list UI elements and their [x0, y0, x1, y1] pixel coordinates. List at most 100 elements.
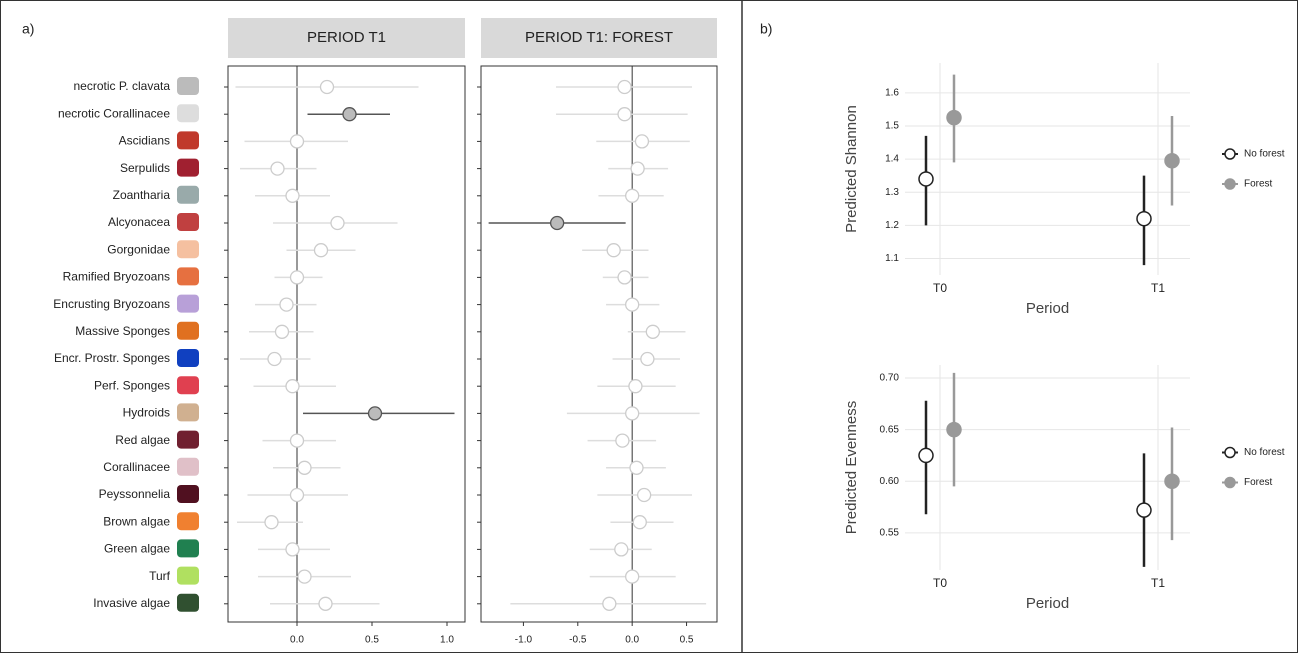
estimate-point	[625, 188, 640, 203]
y-tick-label: 1.6	[885, 87, 899, 98]
category-icon	[177, 349, 199, 367]
category-icon	[177, 376, 199, 395]
estimate-point	[632, 515, 647, 530]
estimate-point	[617, 79, 632, 95]
y-tick-label: 0.60	[880, 476, 900, 487]
x-tick-label: T0	[933, 281, 947, 295]
legend-label: Forest	[1244, 179, 1273, 190]
legend-label: No forest	[1244, 149, 1285, 160]
estimate-point	[289, 487, 305, 503]
y-tick-label: 1.1	[885, 253, 899, 264]
estimate-point	[367, 406, 383, 421]
estimate-point	[285, 542, 300, 557]
legend-key	[1224, 148, 1236, 160]
category-icon	[177, 403, 199, 422]
category-icon	[177, 321, 199, 340]
category-label: Invasive algae	[93, 596, 170, 610]
x-tick-label: 0.5	[365, 635, 379, 646]
x-tick-label: -0.5	[569, 635, 587, 646]
estimate-point	[634, 134, 650, 149]
point	[946, 109, 962, 126]
category-label: Peyssonnelia	[99, 487, 171, 501]
estimate-point	[625, 297, 640, 312]
category-icon	[177, 566, 199, 585]
estimate-point	[602, 596, 617, 611]
x-axis-title: Period	[1026, 300, 1069, 317]
legend-key	[1224, 476, 1236, 489]
category-icon	[177, 77, 199, 95]
category-icon	[177, 158, 199, 177]
point	[1164, 473, 1180, 489]
x-tick-label: T1	[1151, 281, 1165, 295]
estimate-point	[267, 351, 282, 367]
point	[918, 447, 934, 464]
estimate-point	[285, 188, 300, 203]
category-label: Encrusting Bryozoans	[53, 297, 170, 311]
estimate-point	[645, 324, 660, 339]
x-axis-title: Period	[1026, 595, 1069, 612]
category-icon	[177, 104, 199, 123]
y-tick-label: 0.70	[880, 373, 900, 384]
estimate-point	[297, 460, 312, 475]
category-label: necrotic P. clavata	[74, 79, 171, 93]
category-icon	[177, 430, 199, 449]
category-icon	[177, 512, 199, 531]
facet-frame	[227, 65, 466, 623]
y-axis-title: Predicted Evenness	[843, 401, 860, 534]
y-tick-label: 1.2	[885, 220, 899, 231]
category-icon	[177, 131, 199, 150]
category-label: Brown algae	[103, 514, 170, 528]
y-tick-label: 0.55	[880, 527, 900, 538]
estimate-point	[270, 161, 285, 176]
facet-frame	[480, 65, 718, 623]
panel-label: b)	[760, 21, 772, 37]
estimate-point	[318, 596, 333, 611]
y-axis-title: Predicted Shannon	[843, 105, 860, 233]
category-label: Hydroids	[123, 406, 170, 420]
estimate-point	[264, 515, 279, 530]
estimate-point	[636, 487, 652, 503]
facet-title: PERIOD T1: FOREST	[525, 29, 673, 46]
estimate-point	[274, 324, 290, 339]
point	[1136, 502, 1152, 518]
x-tick-label: T0	[933, 576, 947, 590]
estimate-point	[549, 215, 565, 231]
point	[1164, 152, 1180, 169]
estimate-point	[628, 379, 643, 394]
category-label: Corallinacee	[103, 460, 170, 474]
category-icon	[177, 294, 199, 313]
legend-label: Forest	[1244, 477, 1273, 488]
category-icon	[177, 213, 199, 231]
category-icon	[177, 539, 199, 558]
estimate-point	[319, 79, 335, 95]
y-tick-label: 1.3	[885, 187, 899, 198]
estimate-point	[297, 569, 312, 584]
point	[918, 171, 934, 187]
category-label: Red algae	[115, 433, 170, 447]
estimate-point	[606, 243, 621, 258]
legend-label: No forest	[1244, 447, 1285, 458]
estimate-point	[289, 134, 305, 149]
category-label: Green algae	[104, 542, 170, 556]
estimate-point	[615, 433, 630, 448]
estimate-point	[629, 460, 644, 475]
estimate-point	[285, 379, 300, 394]
point	[946, 421, 962, 438]
y-tick-label: 1.4	[885, 154, 899, 165]
x-tick-label: T1	[1151, 576, 1165, 590]
category-label: Ascidians	[119, 134, 170, 148]
x-tick-label: 0.0	[290, 635, 304, 646]
legend-key	[1224, 178, 1236, 190]
estimate-point	[617, 107, 632, 122]
facet-strip	[228, 18, 465, 58]
estimate-point	[625, 406, 640, 421]
category-label: Ramified Bryozoans	[63, 270, 170, 284]
estimate-point	[313, 243, 329, 258]
category-label: Zoantharia	[113, 188, 171, 202]
estimate-point	[614, 542, 629, 557]
category-icon	[177, 485, 199, 503]
estimate-point	[289, 270, 305, 285]
category-label: Turf	[149, 569, 171, 583]
estimate-point	[342, 107, 357, 122]
panel-label: a)	[22, 21, 34, 37]
